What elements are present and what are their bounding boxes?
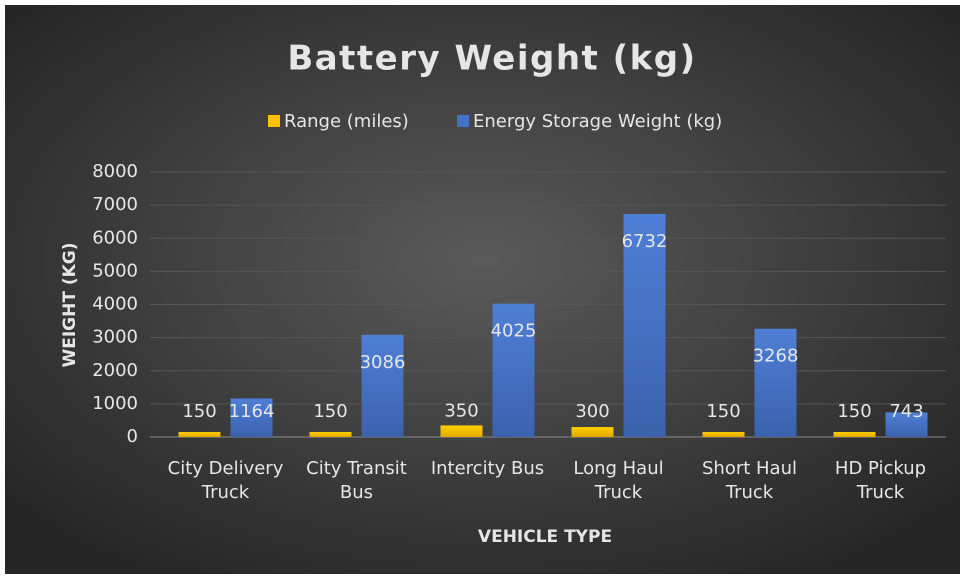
data-label: 1164 xyxy=(229,401,275,422)
data-label: 150 xyxy=(706,401,740,422)
bar xyxy=(492,303,535,437)
y-tick-label: 8000 xyxy=(92,161,138,182)
data-label: 3086 xyxy=(360,352,406,373)
bar xyxy=(309,432,352,437)
legend-swatch xyxy=(457,115,469,127)
legend-label: Energy Storage Weight (kg) xyxy=(473,111,722,132)
y-tick-label: 4000 xyxy=(92,294,138,315)
data-label: 150 xyxy=(837,401,871,422)
data-label: 300 xyxy=(575,401,609,422)
bar xyxy=(754,328,797,437)
y-tick-label: 6000 xyxy=(92,227,138,248)
y-tick-label: 5000 xyxy=(92,260,138,281)
x-tick-label: Long Haul Truck xyxy=(573,458,664,503)
bar xyxy=(230,398,273,437)
legend-label: Range (miles) xyxy=(284,111,409,132)
x-tick-label: HD Pickup Truck xyxy=(834,458,927,503)
chart-background xyxy=(5,5,960,574)
x-tick-label: City Delivery Truck xyxy=(167,458,284,503)
data-label: 350 xyxy=(444,400,478,421)
data-label: 6732 xyxy=(622,231,668,252)
bar xyxy=(361,334,404,437)
bar xyxy=(885,412,928,437)
bar xyxy=(702,432,745,437)
x-tick-label: City Transit Bus xyxy=(306,458,407,503)
y-tick-label: 1000 xyxy=(92,393,138,414)
bar xyxy=(623,214,666,437)
data-label: 150 xyxy=(182,401,216,422)
y-tick-label: 2000 xyxy=(92,360,138,381)
y-axis-title: WEIGHT (KG) xyxy=(60,242,80,367)
bar xyxy=(178,432,221,437)
bar xyxy=(571,427,614,437)
legend-swatch xyxy=(268,115,280,127)
data-label: 150 xyxy=(313,401,347,422)
y-tick-label: 0 xyxy=(127,426,138,447)
bar xyxy=(440,425,483,437)
bar xyxy=(833,432,876,437)
data-label: 743 xyxy=(889,401,923,422)
data-label: 3268 xyxy=(753,346,799,367)
x-tick-label: Short Haul Truck xyxy=(701,458,797,503)
x-tick-label: Intercity Bus xyxy=(430,458,545,479)
data-label: 4025 xyxy=(491,321,537,342)
x-axis-title: VEHICLE TYPE xyxy=(478,527,612,547)
y-tick-label: 7000 xyxy=(92,194,138,215)
chart-title: Battery Weight (kg) xyxy=(287,39,696,79)
y-tick-label: 3000 xyxy=(92,327,138,348)
